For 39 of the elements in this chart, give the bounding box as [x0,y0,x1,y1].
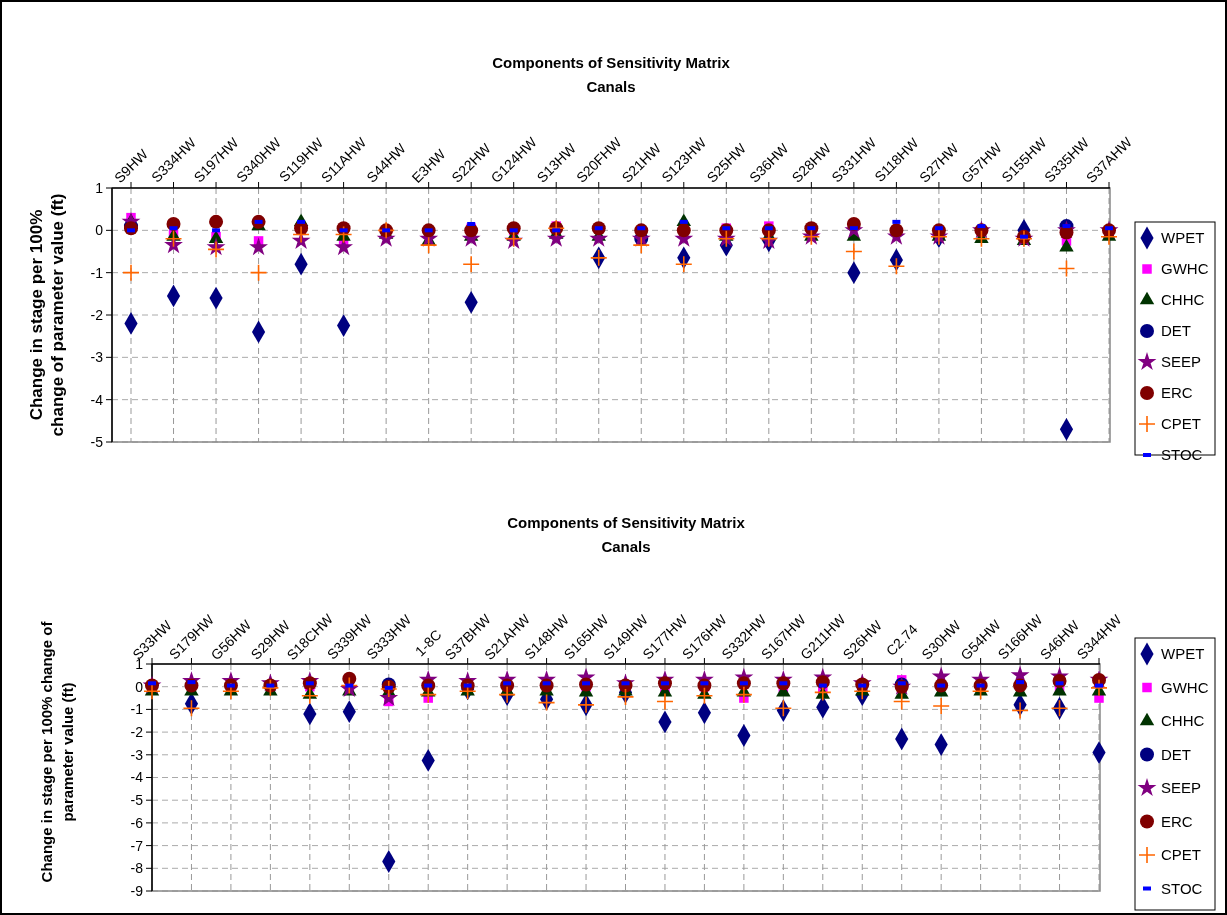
y-axis-title: Change in stage per 100% change of parameter value (ft) [38,620,76,883]
y-axis-title: Change in stage per 100% change of parameter value (ft) [27,193,67,437]
y-tick-label: -2 [90,306,104,323]
y-tick-label: -5 [90,433,104,450]
legend-label: GWHC [1161,678,1209,696]
legend-label: SEEP [1161,353,1202,371]
chart-subtitle: Canals [586,78,636,95]
chart-title: Components of Sensitivity Matrix [507,514,746,531]
y-tick-label: 1 [95,179,104,196]
legend-label: WPET [1161,645,1205,663]
chart-title: Components of Sensitivity Matrix [492,54,731,71]
y-tick-label: -3 [90,349,104,366]
legend-label: CHHC [1161,712,1205,730]
y-tick-label: -7 [130,837,144,854]
legend-label: WPET [1161,229,1205,247]
legend-label: ERC [1161,812,1193,830]
y-tick-label: -2 [130,724,144,740]
legend-label: DET [1161,745,1191,763]
legend-label: ERC [1161,384,1193,402]
y-tick-label: -1 [130,701,144,718]
legend-label: SEEP [1161,779,1202,797]
y-tick-label: -9 [130,882,144,899]
y-tick-label: 0 [95,222,104,239]
legend-label: CPET [1161,415,1202,433]
legend-label: GWHC [1161,260,1209,278]
legend-label: CPET [1161,846,1202,864]
y-tick-label: -5 [130,792,144,809]
y-tick-label: -8 [130,860,144,877]
chart-subtitle: Canals [601,538,651,555]
y-tick-label: 0 [135,678,144,695]
y-tick-label: -3 [130,746,144,763]
y-tick-label: -1 [90,264,104,281]
legend-label: CHHC [1161,291,1205,309]
y-tick-label: -6 [130,814,144,831]
legend-label: STOC [1161,446,1203,464]
y-tick-label: -4 [90,391,104,408]
legend-label: DET [1161,322,1191,340]
y-tick-label: -4 [130,769,144,786]
legend-label: STOC [1161,879,1203,897]
